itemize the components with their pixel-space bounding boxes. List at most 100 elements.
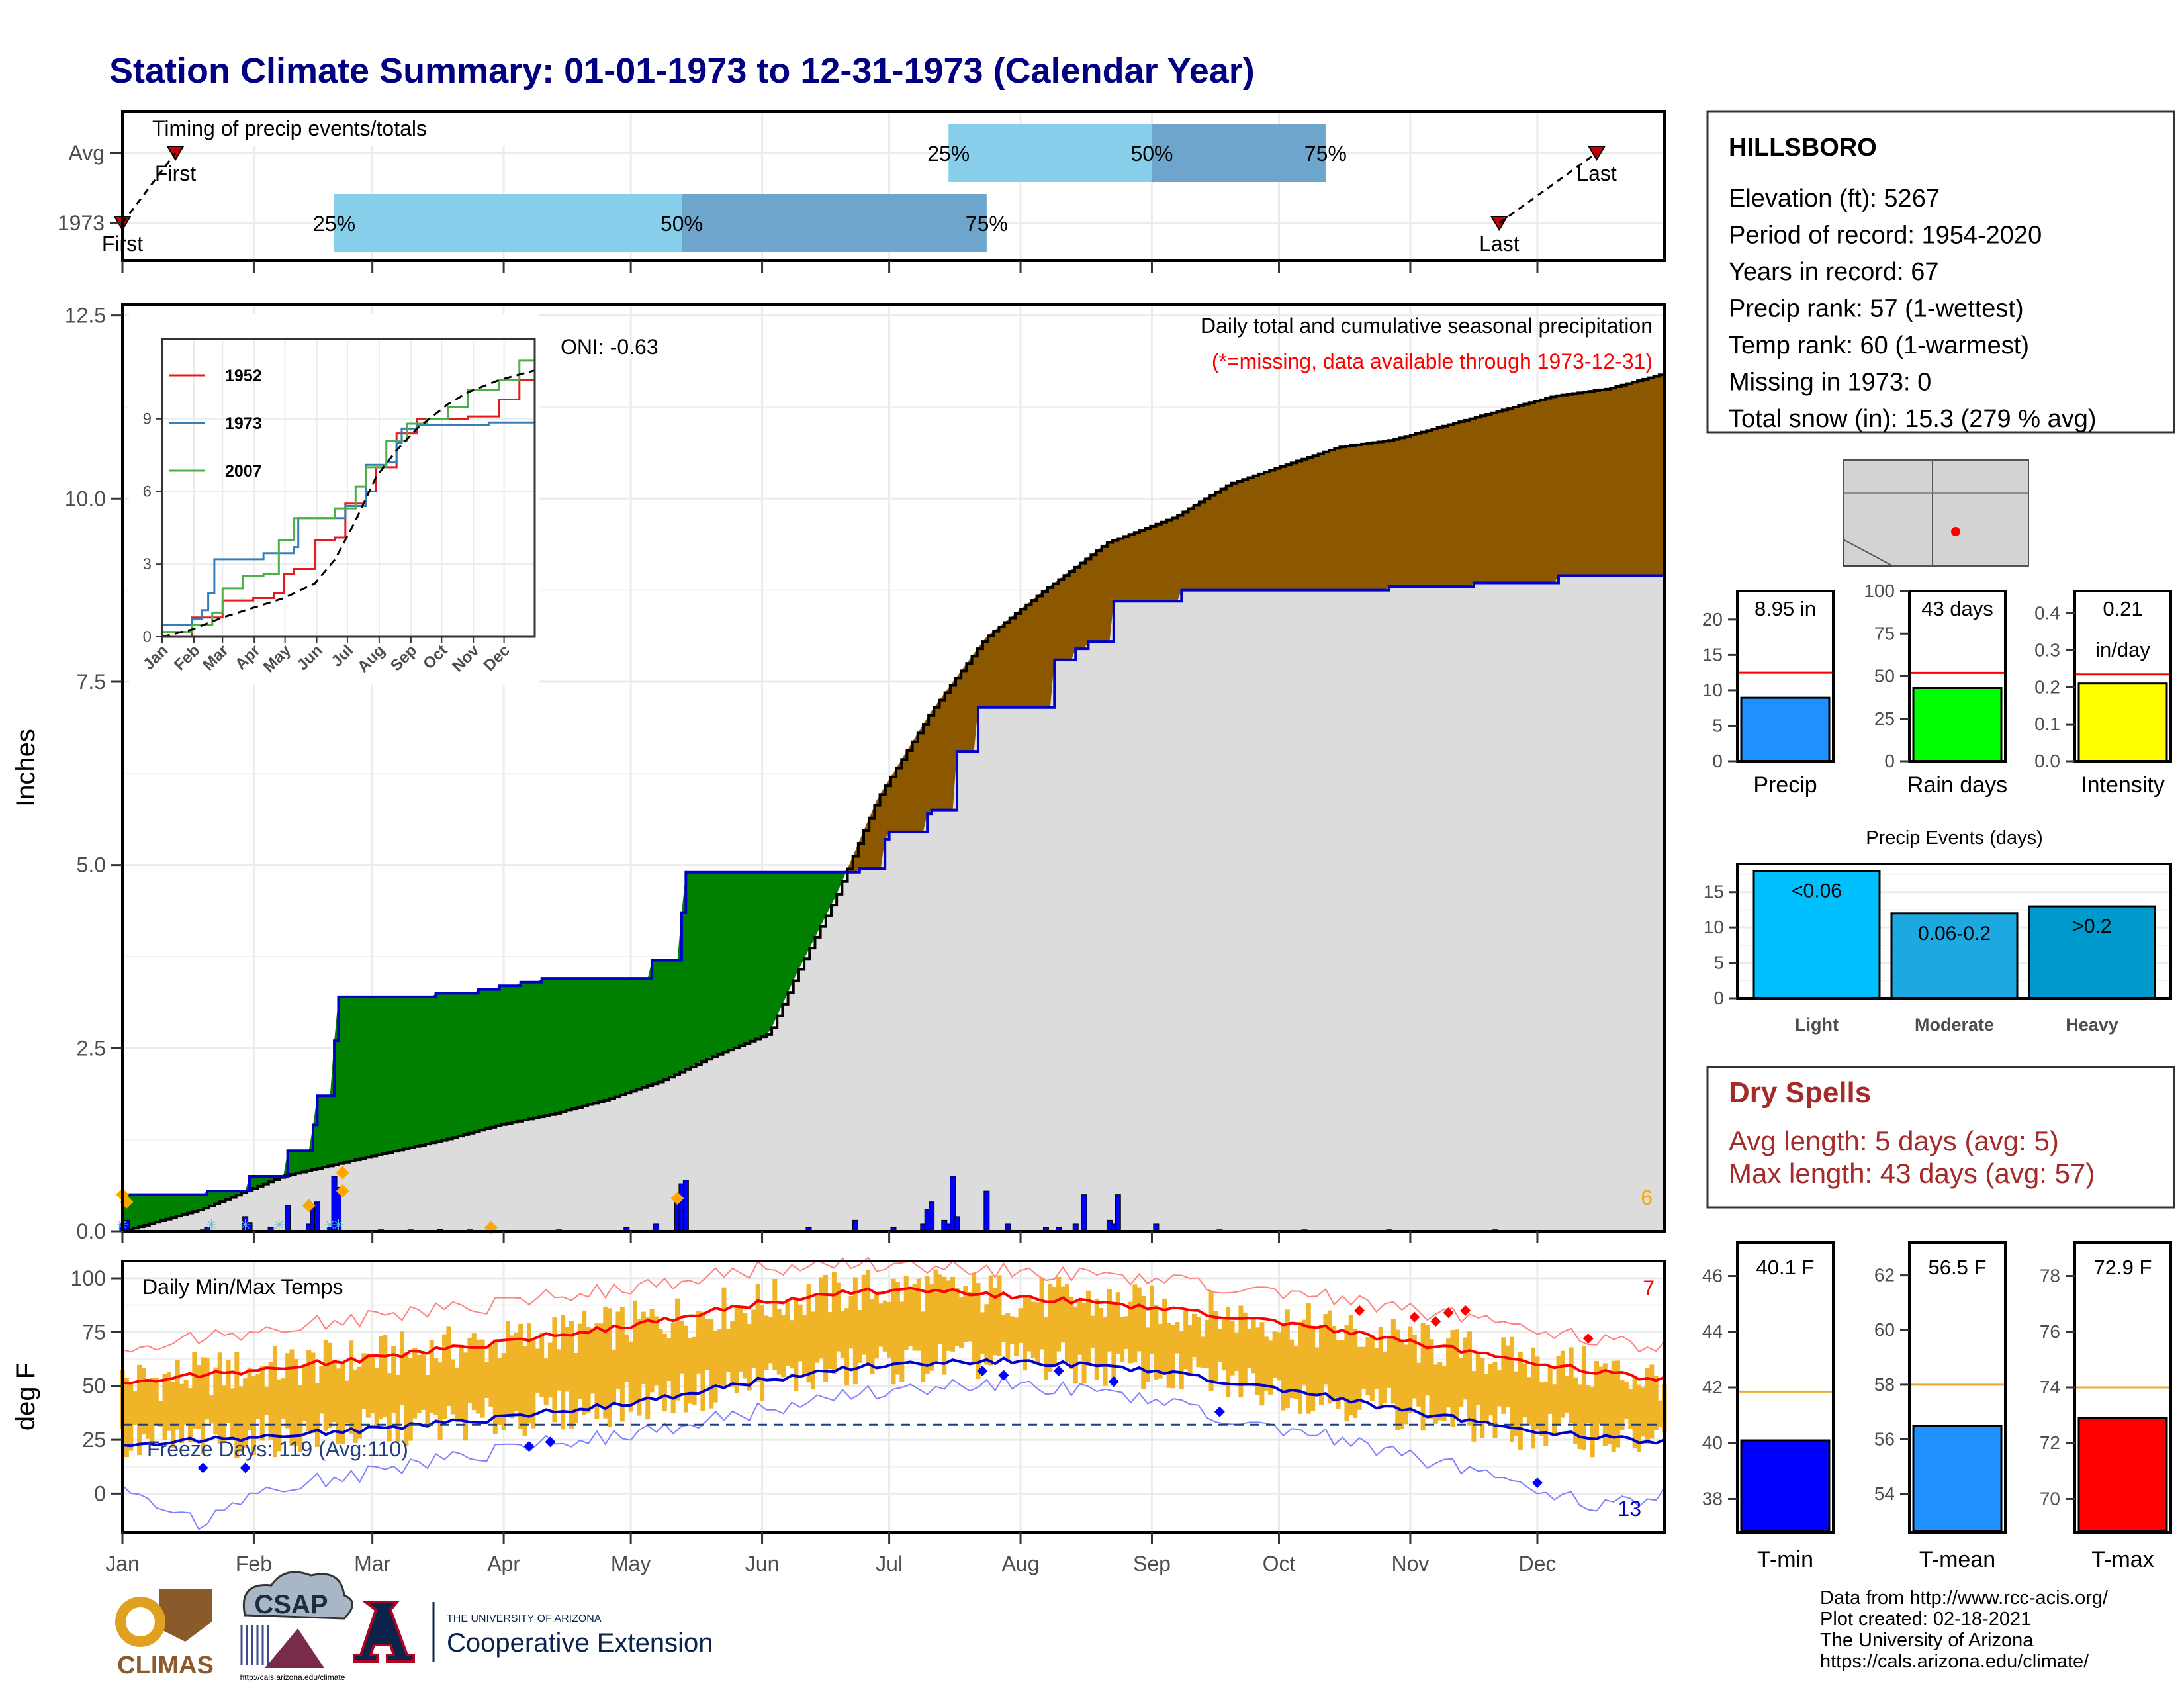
month-label: Nov — [1391, 1552, 1429, 1575]
daily-temp-bar — [1149, 1285, 1154, 1354]
mini-bar — [2077, 682, 2168, 763]
daily-temp-bar — [357, 1366, 362, 1439]
event-category-label: Moderate — [1915, 1015, 1994, 1035]
daily-precip-bar — [983, 1190, 990, 1232]
daily-temp-bar — [598, 1323, 604, 1405]
daily-precip-bar — [1081, 1194, 1087, 1232]
daily-temp-bar — [264, 1387, 269, 1415]
daily-temp-bar — [1306, 1303, 1311, 1414]
timing-quantile-label: 25% — [313, 212, 355, 236]
daily-precip-bar — [954, 1216, 960, 1232]
mini-chart-precip: 0 5 10 15 20 8.95 in Precip — [1702, 590, 1835, 798]
daily-temp-bar — [455, 1367, 460, 1423]
daily-temp-bar — [425, 1375, 430, 1424]
daily-temp-bar — [1196, 1317, 1201, 1368]
daily-temp-bar — [1251, 1317, 1256, 1374]
daily-temp-bar — [213, 1367, 218, 1435]
snow-marker — [336, 1184, 349, 1198]
daily-temp-bar — [1463, 1337, 1468, 1400]
daily-temp-bar — [1268, 1340, 1273, 1395]
daily-temp-bar — [179, 1383, 185, 1444]
daily-temp-bar — [1353, 1329, 1358, 1418]
daily-precip-bar — [852, 1219, 858, 1232]
timing-quantile-label: 75% — [966, 212, 1008, 236]
daily-temp-bar — [1208, 1291, 1214, 1391]
daily-temp-bar — [132, 1391, 138, 1425]
timing-quantile-label: 50% — [1130, 142, 1173, 165]
daily-temp-bar — [1399, 1338, 1404, 1430]
daily-temp-bar — [1212, 1311, 1218, 1382]
daily-temp-bar — [666, 1338, 672, 1382]
daily-temp-bar — [310, 1352, 316, 1434]
daily-temp-bar — [412, 1348, 418, 1419]
daily-temp-bar — [1205, 1319, 1210, 1368]
daily-temp-bar — [768, 1317, 773, 1364]
climas-logo-shape — [159, 1589, 212, 1642]
csap-logo: CSAP http://cals.arizona.edu/climate — [240, 1571, 353, 1682]
event-bar-moderate — [1890, 912, 2019, 1000]
daily-temp-bar — [916, 1278, 921, 1351]
timing-bar-50-75 — [681, 194, 987, 252]
daily-temp-bar — [539, 1333, 545, 1397]
daily-temp-bar — [1416, 1362, 1422, 1407]
event-category-label: Light — [1795, 1015, 1839, 1035]
timing-row-label: 1973 — [58, 211, 105, 235]
daily-temp-bar — [1569, 1347, 1574, 1423]
daily-temp-bar — [145, 1379, 150, 1439]
mini-xlabel: Rain days — [1907, 773, 2007, 798]
station-info-line: Missing in 1973: 0 — [1729, 369, 1931, 397]
daily-temp-bar — [683, 1325, 688, 1413]
frost-marker: ✳ — [239, 1217, 251, 1233]
daily-temp-bar — [1404, 1344, 1409, 1425]
timing-title: Timing of precip events/totals — [152, 117, 427, 140]
daily-temp-bar — [187, 1388, 193, 1442]
event-bar-label: >0.2 — [2072, 915, 2111, 937]
daily-temp-bar — [501, 1353, 506, 1430]
event-bar-label: 0.06-0.2 — [1918, 923, 1991, 945]
daily-temp-bar — [1099, 1307, 1104, 1364]
daily-temp-bar — [1166, 1323, 1171, 1388]
daily-temp-bar — [446, 1326, 451, 1406]
mini-border — [2073, 590, 2172, 763]
normal-precip-line — [122, 373, 1666, 1233]
temp-ytick-label: 60 — [1874, 1319, 1895, 1340]
daily-temp-bar — [522, 1346, 527, 1436]
daily-temp-bar — [984, 1304, 989, 1365]
avg-low-line — [122, 1356, 1665, 1448]
month-label: Sep — [1133, 1552, 1171, 1575]
daily-temp-bar — [1221, 1318, 1226, 1371]
snow-marker — [336, 1166, 349, 1180]
credit-line: https://cals.arizona.edu/climate/ — [1820, 1651, 2089, 1672]
daily-temp-bar — [878, 1303, 884, 1347]
daily-temp-bar — [700, 1311, 705, 1411]
daily-temp-bar — [527, 1323, 532, 1424]
daily-temp-bar — [692, 1336, 697, 1405]
month-label: Jan — [105, 1552, 140, 1575]
daily-temp-bar — [870, 1299, 875, 1374]
daily-temp-bars — [120, 1269, 1667, 1459]
daily-temp-bar — [1090, 1315, 1095, 1348]
credit-line: Data from http://www.rcc-acis.org/ — [1820, 1587, 2109, 1609]
climas-logo-text: CLIMAS — [117, 1652, 214, 1679]
daily-temp-bar — [852, 1277, 858, 1385]
timing-bar-25-50 — [948, 124, 1152, 182]
record-low-marker — [977, 1365, 988, 1376]
daily-temp-bar — [1124, 1316, 1129, 1350]
daily-temp-bar — [230, 1388, 235, 1439]
daily-temp-bar — [633, 1300, 638, 1402]
daily-temp-bar — [1018, 1308, 1023, 1343]
daily-temp-bar — [1539, 1382, 1544, 1436]
mini-ytick-label: 0 — [1884, 751, 1895, 771]
timing-first-connector — [121, 152, 177, 224]
daily-temp-bar — [1230, 1320, 1235, 1376]
daily-temp-bar — [1501, 1337, 1506, 1414]
daily-temp-bar — [429, 1340, 434, 1413]
daily-temp-bar — [997, 1275, 1002, 1356]
daily-temp-bar — [1565, 1376, 1570, 1413]
daily-temp-bar — [1340, 1340, 1345, 1400]
temp-chart-t-max: 70 72 74 76 78 72.9 F T-max — [2040, 1241, 2172, 1572]
month-label: May — [611, 1552, 651, 1575]
daily-temp-bar — [1145, 1327, 1150, 1382]
